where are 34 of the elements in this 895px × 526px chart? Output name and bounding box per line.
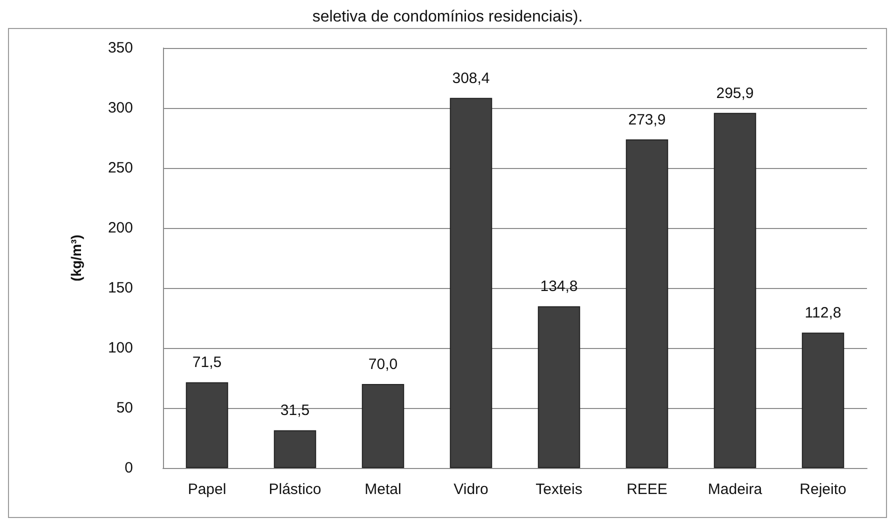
- bar: [802, 332, 844, 468]
- bar: [450, 98, 492, 468]
- bar: [626, 139, 668, 468]
- bar: [362, 384, 404, 468]
- y-tick-label: 350: [108, 40, 133, 56]
- x-tick-label: Metal: [364, 481, 402, 498]
- data-label: 308,4: [452, 70, 490, 87]
- chart-title: seletiva de condomínios residenciais).: [312, 8, 583, 26]
- y-axis-title: (kg/m³): [68, 234, 84, 282]
- y-tick-label: 50: [116, 400, 133, 416]
- data-label: 134,8: [540, 278, 578, 296]
- y-tick-label: 300: [108, 100, 133, 116]
- x-tick-label: Madeira: [708, 481, 763, 498]
- x-tick-label: Texteis: [536, 481, 582, 498]
- bar: [538, 306, 580, 468]
- x-tick-label: REEE: [626, 481, 668, 498]
- x-tick-label: Vidro: [454, 481, 488, 498]
- y-tick-label: 150: [108, 280, 133, 296]
- bar: [714, 112, 756, 468]
- data-label: 31,5: [280, 402, 310, 420]
- x-tick-label: Papel: [188, 481, 226, 498]
- bar: [186, 382, 228, 468]
- y-tick-label: 250: [108, 160, 133, 176]
- data-label: 71,5: [192, 354, 222, 372]
- data-label: 273,9: [628, 111, 666, 128]
- y-tick-label: 100: [108, 340, 133, 356]
- bar: [274, 430, 316, 468]
- y-tick-label: 200: [108, 220, 133, 236]
- data-label: 70,0: [368, 356, 398, 373]
- y-tick-label: 0: [124, 460, 133, 476]
- data-label: 112,8: [804, 304, 842, 322]
- x-tick-label: Plástico: [268, 481, 322, 498]
- x-tick-label: Rejeito: [800, 481, 846, 498]
- data-label: 295,9: [716, 84, 754, 102]
